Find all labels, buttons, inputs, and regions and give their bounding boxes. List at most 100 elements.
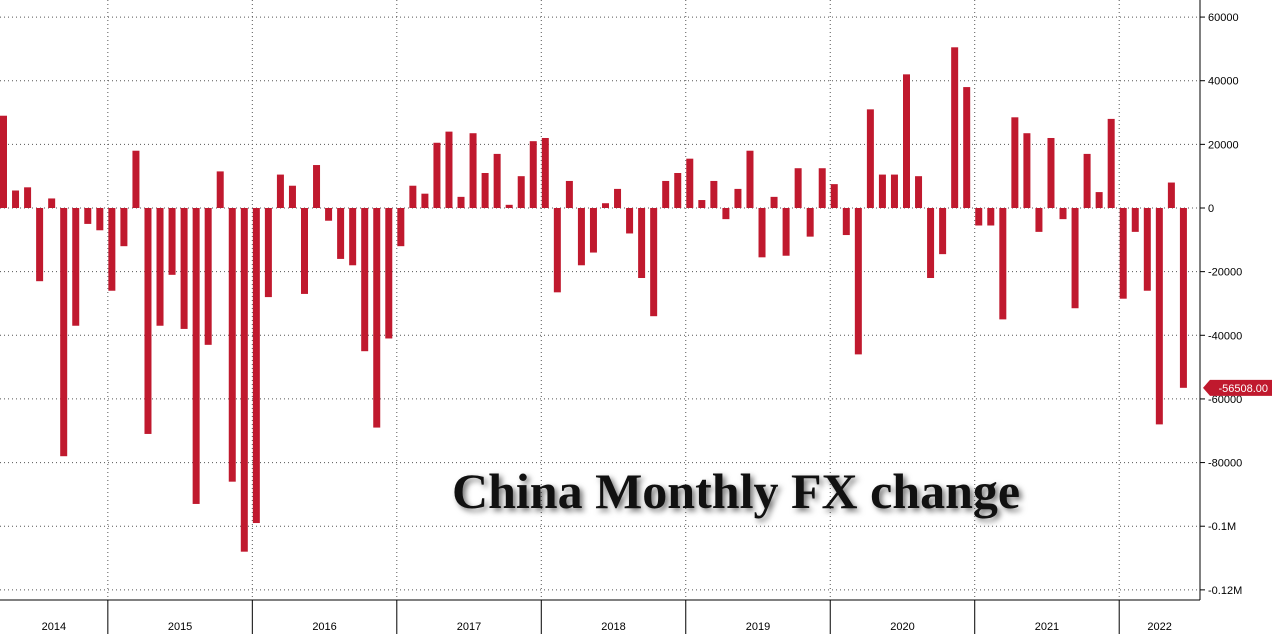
bar	[541, 137, 549, 208]
y-tick-label: -20000	[1208, 267, 1242, 279]
bar	[818, 168, 826, 208]
bar	[710, 180, 718, 208]
bar	[481, 172, 489, 208]
bar	[830, 184, 838, 208]
bar	[469, 133, 477, 208]
bar	[204, 208, 212, 345]
bar	[529, 141, 537, 208]
bar	[1131, 208, 1139, 232]
bar	[120, 208, 128, 247]
bar	[216, 171, 224, 208]
bar	[60, 208, 68, 457]
bar	[12, 190, 20, 208]
bar	[1119, 208, 1127, 299]
bar	[1155, 208, 1163, 425]
y-tick-label: 60000	[1208, 12, 1239, 24]
bar	[878, 174, 886, 208]
bar	[385, 208, 393, 339]
x-year-label: 2022	[1147, 621, 1171, 633]
bar	[313, 165, 321, 208]
bar	[734, 188, 742, 208]
bar	[951, 47, 959, 208]
bar	[927, 208, 935, 279]
bar	[915, 176, 923, 208]
bar	[156, 208, 164, 326]
bar	[421, 193, 429, 208]
bar	[866, 109, 874, 208]
bar	[252, 208, 260, 524]
bar	[505, 204, 513, 208]
bar	[264, 208, 272, 298]
x-year-label: 2019	[746, 621, 770, 633]
bar	[1071, 208, 1079, 309]
bar	[698, 200, 706, 208]
x-year-label: 2020	[890, 621, 914, 633]
bar	[939, 208, 947, 255]
bar	[614, 188, 622, 208]
bar	[746, 150, 754, 208]
bar	[1083, 153, 1091, 208]
bar	[168, 208, 176, 275]
bar	[132, 150, 140, 208]
bar	[626, 208, 634, 234]
bar	[1107, 118, 1115, 208]
x-year-label: 2017	[457, 621, 481, 633]
bar	[433, 142, 441, 208]
bar	[72, 208, 80, 326]
bar	[24, 187, 32, 208]
bar	[445, 131, 453, 208]
bar	[1035, 208, 1043, 232]
bar	[1179, 208, 1187, 388]
bar	[782, 208, 790, 256]
bar	[650, 208, 658, 317]
x-year-label: 2018	[601, 621, 625, 633]
x-year-label: 2016	[312, 621, 336, 633]
bar	[854, 208, 862, 355]
x-year-label: 2015	[168, 621, 192, 633]
bar	[0, 115, 7, 208]
bar	[963, 87, 971, 208]
x-year-label: 2014	[42, 621, 66, 633]
bar	[638, 208, 646, 279]
bar	[903, 74, 910, 209]
bar	[722, 208, 730, 220]
bar	[1059, 208, 1067, 220]
bar	[84, 208, 92, 224]
last-value-label: -56508.00	[1218, 383, 1268, 395]
y-tick-label: 0	[1208, 203, 1214, 215]
bar	[602, 203, 609, 208]
bar	[493, 153, 501, 208]
y-tick-label: -0.1M	[1208, 521, 1236, 533]
bar	[1095, 192, 1103, 208]
bar	[108, 208, 116, 291]
bar	[794, 168, 802, 208]
bar	[842, 208, 850, 236]
bar	[144, 208, 152, 434]
last-value-tag	[1203, 379, 1272, 396]
bar	[890, 174, 898, 208]
bar	[589, 208, 597, 253]
bar	[373, 208, 381, 428]
x-year-label: 2021	[1035, 621, 1059, 633]
bar	[806, 208, 814, 237]
y-tick-label: 20000	[1208, 139, 1239, 151]
bar	[674, 172, 682, 208]
y-tick-label: -80000	[1208, 458, 1242, 470]
bar	[276, 174, 284, 208]
bar	[349, 208, 357, 266]
grid-lines	[0, 0, 1200, 600]
bar	[36, 208, 44, 282]
bar	[987, 208, 995, 226]
bar	[397, 208, 405, 247]
bar	[409, 185, 417, 208]
bar	[1011, 117, 1019, 208]
bar	[565, 180, 573, 208]
bar	[361, 208, 369, 352]
bar	[999, 208, 1007, 320]
bar	[577, 208, 585, 266]
bar	[288, 185, 296, 208]
bar	[770, 196, 778, 208]
bar-series	[0, 47, 1187, 552]
